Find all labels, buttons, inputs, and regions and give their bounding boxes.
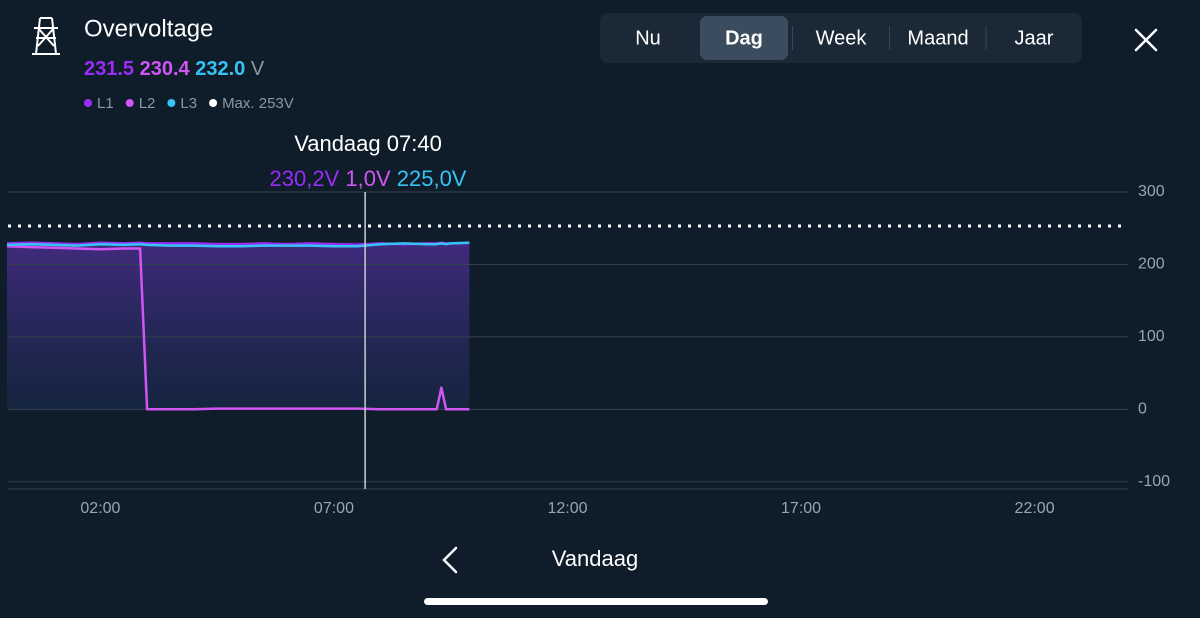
tooltip-value: 1,0V [345,166,391,191]
home-indicator [424,598,768,605]
legend-label: L2 [139,95,156,112]
tab-active-bg [700,16,788,60]
legend-dot [209,99,218,107]
y-tick-label: -100 [1138,473,1170,490]
reading: 230.4 [140,58,191,80]
close-button[interactable] [1134,28,1158,52]
readings: 231.5 230.4 232.0 V [84,58,265,80]
tabs: Nu Dag Week Maand Jaar [635,16,1054,60]
legend-dot [167,99,176,107]
tooltip-value: 230,2V [270,166,340,191]
series-line [6,241,470,248]
x-tick-label: 07:00 [314,500,354,517]
tab[interactable]: Nu [635,27,661,49]
x-tick-label: 02:00 [80,500,120,517]
x-tick-label: 22:00 [1015,500,1055,517]
tab[interactable]: Dag [725,27,763,49]
area-fill [7,242,470,410]
legend: L1 L2 L3 Max. 253V [84,95,294,112]
legend-label: L1 [97,95,114,112]
x-tick-label: 17:00 [781,500,821,517]
date-label: Vandaag [552,546,638,571]
back-button[interactable] [442,546,458,574]
tab[interactable]: Week [816,27,868,49]
pylon-icon [32,17,60,55]
series-line [6,245,470,411]
legend-dot [125,99,134,107]
y-tick-label: 0 [1138,401,1147,418]
y-tick-label: 300 [1138,183,1165,200]
tooltip-value: 225,0V [397,166,467,191]
legend-label: L3 [180,95,197,112]
reading: 231.5 [84,58,134,80]
chart: 300 200 100 0 -100 02:00 07:00 12:00 17:00 22:00 [6,183,1170,517]
y-tick-label: 100 [1138,328,1165,345]
y-tick-label: 200 [1138,256,1165,273]
tab[interactable]: Jaar [1015,27,1054,49]
title: Overvoltage [84,15,213,42]
tab[interactable]: Maand [907,27,968,49]
x-tick-label: 12:00 [547,500,587,517]
tooltip-values: 230,2V 1,0V 225,0V [270,166,467,191]
reading: 232.0 [195,58,245,80]
tooltip-time: Vandaag 07:40 [294,131,442,156]
unit: V [251,58,265,80]
legend-label: Max. 253V [222,95,294,112]
legend-dot [84,99,92,107]
